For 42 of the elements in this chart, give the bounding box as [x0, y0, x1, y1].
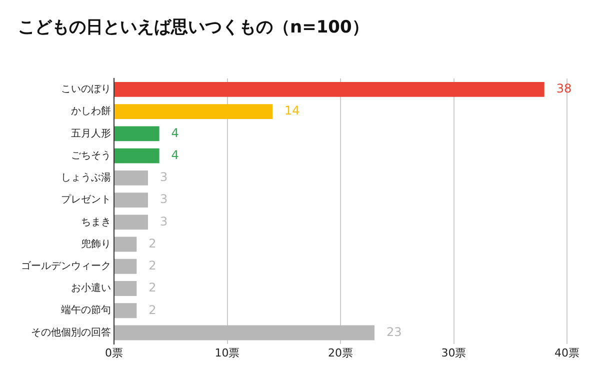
data-label: 3	[160, 192, 168, 206]
y-tick-label: ごちそう	[71, 150, 111, 162]
data-label: 38	[556, 82, 572, 96]
data-label: 2	[148, 302, 156, 317]
bar	[114, 192, 148, 208]
data-label: 2	[148, 258, 156, 273]
y-tick-label: 兜飾り	[81, 238, 111, 250]
data-label: 14	[284, 104, 300, 118]
data-label: 3	[160, 170, 168, 184]
data-label: 23	[386, 324, 402, 339]
y-tick-label: その他個別の回答	[31, 326, 111, 338]
x-tick-label: 10票	[214, 346, 240, 360]
bar	[114, 104, 273, 120]
bar	[114, 281, 137, 296]
data-label: 2	[148, 236, 156, 250]
bar	[114, 303, 137, 318]
y-tick-label: ゴールデンウィーク	[21, 260, 111, 272]
y-tick-label: 五月人形	[71, 128, 111, 140]
data-label: 4	[171, 126, 179, 140]
x-tick-label: 20票	[328, 346, 353, 360]
x-tick-label: 40票	[554, 346, 580, 360]
y-tick-label: プレゼント	[61, 194, 111, 206]
y-tick-label: お小遣い	[71, 282, 111, 294]
data-label: 4	[171, 148, 179, 162]
bar	[114, 126, 160, 142]
data-label: 3	[160, 214, 168, 228]
bar	[114, 236, 137, 252]
y-tick-label: しょうぶ湯	[61, 172, 111, 184]
y-tick-label: 端午の節句	[61, 304, 111, 316]
x-tick-label: 30票	[441, 346, 466, 360]
x-tick-label: 0票	[105, 346, 123, 360]
bar	[114, 214, 148, 230]
bar	[114, 258, 137, 274]
bar	[114, 325, 374, 340]
bar	[114, 170, 148, 186]
y-tick-label: こいのぼり	[61, 84, 111, 96]
chart-title: こどもの日といえば思いつくもの（n=100）	[18, 18, 369, 38]
y-tick-label: ちまき	[81, 216, 111, 228]
data-label: 2	[148, 280, 156, 295]
bar	[114, 82, 544, 97]
y-tick-label: かしわ餅	[71, 105, 111, 118]
bar	[114, 148, 160, 164]
